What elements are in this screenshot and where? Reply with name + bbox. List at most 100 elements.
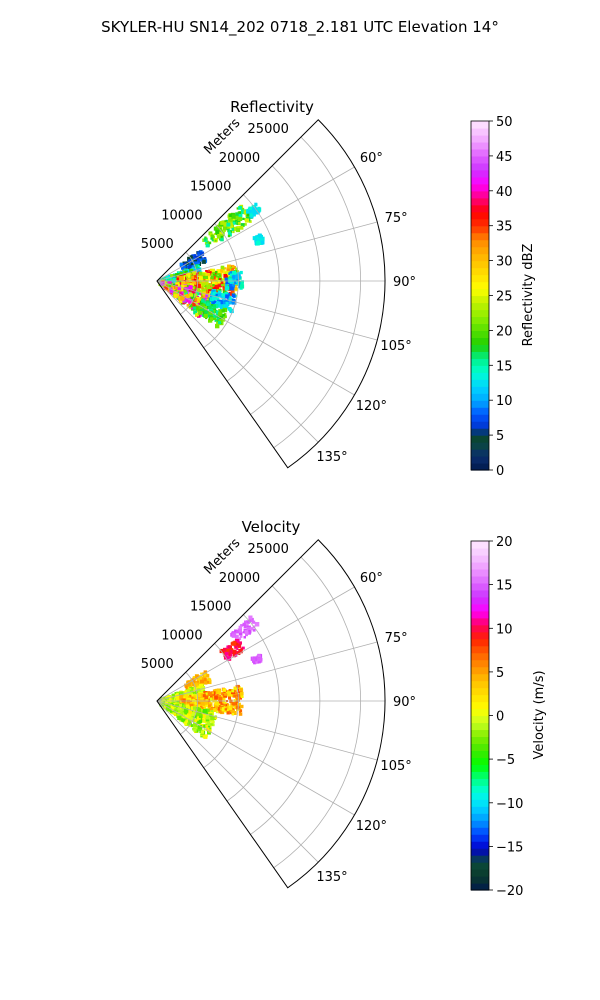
echo-cell xyxy=(179,262,183,267)
echo-cell xyxy=(250,627,254,631)
echo-cell xyxy=(168,283,172,288)
azimuth-tick-label: 60° xyxy=(360,151,383,166)
echo-cell xyxy=(186,699,191,704)
echo-cell xyxy=(238,211,241,214)
echo-cell xyxy=(181,292,186,297)
echo-cell xyxy=(211,691,214,695)
range-ring xyxy=(180,251,199,315)
colorbar-tick-label: 20 xyxy=(496,324,513,339)
echo-cell xyxy=(179,703,183,707)
echo-cell xyxy=(228,276,232,280)
echo-cell xyxy=(235,684,240,690)
echo-cell xyxy=(188,710,193,714)
colorbar-segment xyxy=(471,715,489,724)
colorbar-tick-label: −15 xyxy=(496,840,523,855)
echo-cell xyxy=(185,685,190,690)
colorbar-tick-label: −10 xyxy=(496,797,523,812)
echo-cell xyxy=(224,704,227,707)
echo-cell xyxy=(189,255,193,259)
echo-cell xyxy=(184,270,188,274)
echo-cell xyxy=(236,207,239,210)
echo-cell xyxy=(217,690,222,695)
echo-cell xyxy=(200,701,206,706)
echo-cell xyxy=(240,209,246,214)
echo-cell xyxy=(166,706,171,711)
range-tick-label: 25000 xyxy=(248,122,289,137)
echo-cell xyxy=(213,226,218,231)
azimuth-tick-label: 90° xyxy=(393,695,416,710)
echo-cell xyxy=(215,277,218,280)
azimuth-gridline xyxy=(156,641,378,702)
echo-cell xyxy=(239,284,245,289)
colorbar-segment xyxy=(471,568,489,577)
echo-cell xyxy=(216,234,221,239)
echo-cell xyxy=(174,279,179,284)
echo-cell xyxy=(247,631,251,635)
echo-cell xyxy=(227,231,231,235)
echo-cell xyxy=(198,719,202,723)
echo-cell xyxy=(232,711,237,715)
echo-cell xyxy=(187,722,190,726)
echo-cell xyxy=(224,651,229,656)
colorbar-tick-label: 5 xyxy=(496,429,504,444)
echo-cell xyxy=(246,212,251,217)
echo-cell xyxy=(236,642,239,646)
colorbar-segment xyxy=(471,204,489,213)
azimuth-gridline xyxy=(156,280,319,443)
echo-cell xyxy=(197,265,200,267)
echo-cell xyxy=(188,299,192,304)
colorbar-segment xyxy=(471,708,489,717)
echo-cell xyxy=(196,306,201,311)
azimuth-tick-label: 135° xyxy=(316,870,347,885)
echo-cell xyxy=(164,701,169,705)
echo-cell xyxy=(218,705,221,708)
echo-cell xyxy=(252,236,257,241)
echo-cell xyxy=(195,729,199,733)
echo-cell xyxy=(222,279,227,284)
echo-cell xyxy=(226,711,230,715)
echo-cell xyxy=(210,273,213,276)
colorbar-tick-label: 5 xyxy=(496,666,504,681)
echo-cell xyxy=(184,714,189,719)
colorbar-segment xyxy=(471,799,489,807)
echo-cell xyxy=(212,304,216,308)
echo-cell xyxy=(214,281,218,285)
echo-cell xyxy=(198,280,203,286)
colorbar-tick-label: 45 xyxy=(496,150,513,165)
echo-cell xyxy=(233,686,237,690)
echo-cell xyxy=(240,624,243,627)
echo-cell xyxy=(208,725,211,728)
echo-cell xyxy=(246,208,251,214)
echo-cell xyxy=(212,291,217,296)
echo-cell xyxy=(206,728,210,732)
echo-cell xyxy=(215,271,218,274)
colorbar-segment xyxy=(471,666,489,675)
echo-cell xyxy=(219,231,223,235)
echo-cell xyxy=(172,283,175,287)
echo-cell xyxy=(200,686,205,691)
echo-cell xyxy=(234,629,237,633)
echo-cell xyxy=(185,703,188,706)
echo-cell xyxy=(220,234,224,238)
reflectivity-polar-plot: 60° 75° 90° 105° 120° 135° 5000 10000 15000 20000… xyxy=(141,115,416,469)
echo-cell xyxy=(238,625,243,630)
colorbar-segment xyxy=(471,456,489,464)
colorbar-segment xyxy=(471,729,489,738)
echo-cell xyxy=(254,202,258,206)
echo-cell xyxy=(203,257,207,260)
echo-cell xyxy=(243,636,246,639)
echo-cell xyxy=(228,229,233,234)
echo-cell xyxy=(197,260,201,263)
echo-cell xyxy=(209,283,212,286)
echo-cell xyxy=(215,295,220,300)
colorbar-segment xyxy=(471,295,489,304)
colorbar-segment xyxy=(471,645,489,654)
echo-cell xyxy=(218,274,222,278)
colorbar-segment xyxy=(471,393,489,401)
echo-cell xyxy=(228,217,233,222)
echo-cell xyxy=(235,705,240,710)
echo-cell xyxy=(194,719,198,722)
echo-cell xyxy=(220,269,223,273)
colorbar-segment xyxy=(471,869,489,877)
echo-cell xyxy=(204,701,208,705)
